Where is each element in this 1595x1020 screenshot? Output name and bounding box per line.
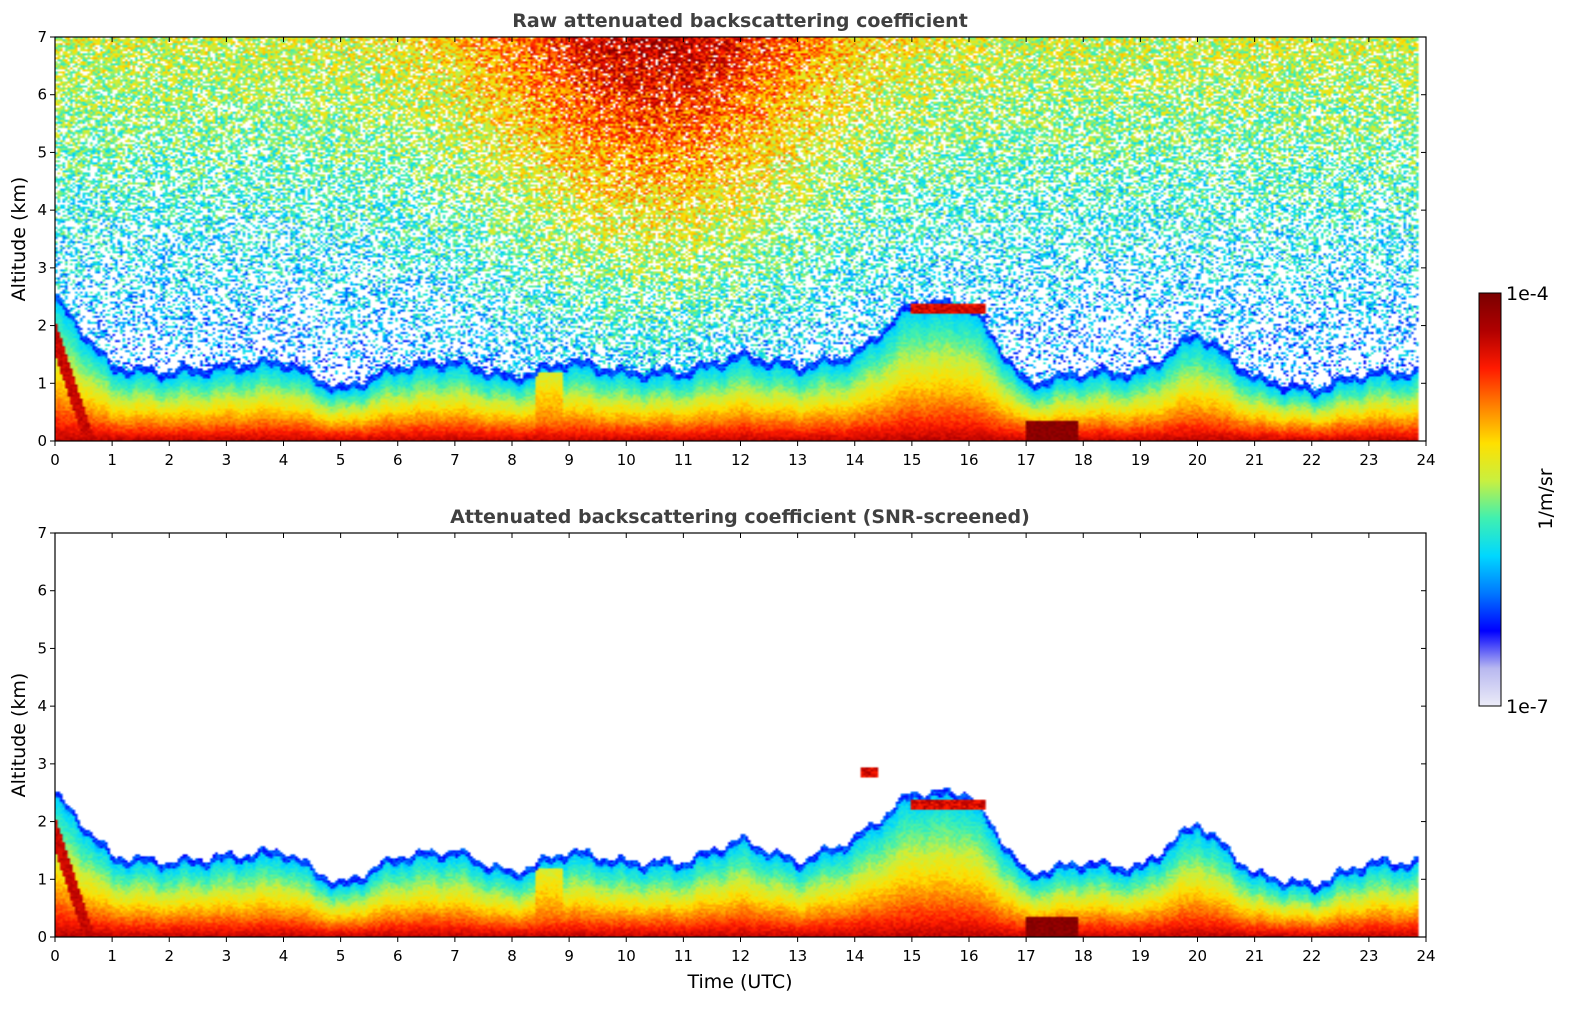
x-tick-label: 3 bbox=[222, 947, 232, 965]
x-tick-label: 4 bbox=[279, 451, 289, 469]
x-tick-label: 22 bbox=[1302, 451, 1321, 469]
x-tick-label: 6 bbox=[393, 451, 403, 469]
x-axis-raw: 0 1 2 3 4 5 6 7 8 9 10 11 12 13 14 15 16 17 18 19 20 21 22 23 24 bbox=[50, 37, 1436, 469]
y-axis-raw: 0 1 2 3 4 5 6 7 bbox=[37, 28, 1426, 450]
x-tick-label: 10 bbox=[617, 451, 636, 469]
colorbar-unit-label: 1/m/sr bbox=[1535, 468, 1557, 529]
x-tick-label: 6 bbox=[393, 947, 403, 965]
x-tick-label: 11 bbox=[674, 947, 693, 965]
backscatter-heatmap-raw bbox=[55, 37, 1426, 441]
x-tick-label: 3 bbox=[222, 451, 232, 469]
x-tick-label: 11 bbox=[674, 451, 693, 469]
x-tick-label: 24 bbox=[1416, 947, 1435, 965]
y-axis-screened: 0 1 2 3 4 5 6 7 bbox=[37, 524, 1426, 946]
x-tick-label: 8 bbox=[507, 451, 517, 469]
x-tick-label: 23 bbox=[1359, 451, 1378, 469]
x-tick-label: 15 bbox=[902, 947, 921, 965]
x-tick-label: 0 bbox=[50, 947, 60, 965]
x-axis-screened: 0 1 2 3 4 5 6 7 8 9 10 11 12 13 14 15 16 17 18 19 20 21 22 23 24 bbox=[50, 533, 1436, 965]
panel-title-raw: Raw attenuated backscattering coefficien… bbox=[512, 10, 968, 32]
y-tick-label: 5 bbox=[37, 639, 47, 657]
y-axis-label-raw: Altitude (km) bbox=[8, 177, 30, 302]
x-tick-label: 18 bbox=[1074, 947, 1093, 965]
panel-title-screened: Attenuated backscattering coefficient (S… bbox=[450, 506, 1030, 528]
y-tick-label: 0 bbox=[37, 928, 47, 946]
panel-raw: Raw attenuated backscattering coefficien… bbox=[8, 10, 1436, 469]
x-axis-label: Time (UTC) bbox=[686, 971, 792, 993]
x-tick-label: 8 bbox=[507, 947, 517, 965]
y-tick-label: 6 bbox=[37, 582, 47, 600]
y-tick-label: 4 bbox=[37, 201, 47, 219]
panel-screened: Attenuated backscattering coefficient (S… bbox=[8, 506, 1436, 993]
colorbar-scale bbox=[1478, 292, 1502, 707]
x-tick-label: 17 bbox=[1017, 451, 1036, 469]
y-tick-label: 1 bbox=[37, 870, 47, 888]
x-tick-label: 13 bbox=[788, 451, 807, 469]
x-tick-label: 1 bbox=[107, 947, 117, 965]
y-tick-label: 7 bbox=[37, 524, 47, 542]
x-tick-label: 21 bbox=[1245, 947, 1264, 965]
x-tick-label: 18 bbox=[1074, 451, 1093, 469]
x-tick-label: 2 bbox=[164, 947, 174, 965]
x-tick-label: 9 bbox=[564, 947, 574, 965]
x-tick-label: 14 bbox=[845, 451, 864, 469]
x-tick-label: 14 bbox=[845, 947, 864, 965]
x-tick-label: 10 bbox=[617, 947, 636, 965]
y-tick-label: 1 bbox=[37, 374, 47, 392]
y-tick-label: 7 bbox=[37, 28, 47, 46]
y-tick-label: 3 bbox=[37, 259, 47, 277]
y-tick-label: 5 bbox=[37, 143, 47, 161]
x-tick-label: 16 bbox=[959, 451, 978, 469]
y-tick-label: 4 bbox=[37, 697, 47, 715]
x-tick-label: 12 bbox=[731, 947, 750, 965]
x-tick-label: 5 bbox=[336, 947, 346, 965]
x-tick-label: 24 bbox=[1416, 451, 1435, 469]
x-tick-label: 12 bbox=[731, 451, 750, 469]
x-tick-label: 19 bbox=[1131, 947, 1150, 965]
x-tick-label: 13 bbox=[788, 947, 807, 965]
x-tick-label: 7 bbox=[450, 947, 460, 965]
colorbar: 1e-4 1e-7 1/m/sr bbox=[1478, 283, 1557, 718]
x-tick-label: 17 bbox=[1017, 947, 1036, 965]
y-tick-label: 0 bbox=[37, 432, 47, 450]
x-tick-label: 4 bbox=[279, 947, 289, 965]
x-tick-label: 19 bbox=[1131, 451, 1150, 469]
x-tick-label: 22 bbox=[1302, 947, 1321, 965]
y-tick-label: 3 bbox=[37, 755, 47, 773]
x-tick-label: 21 bbox=[1245, 451, 1264, 469]
y-tick-label: 2 bbox=[37, 317, 47, 335]
colorbar-max-label: 1e-4 bbox=[1506, 283, 1549, 305]
x-tick-label: 20 bbox=[1188, 947, 1207, 965]
x-tick-label: 9 bbox=[564, 451, 574, 469]
y-tick-label: 6 bbox=[37, 86, 47, 104]
x-tick-label: 2 bbox=[164, 451, 174, 469]
colorbar-min-label: 1e-7 bbox=[1506, 696, 1549, 718]
x-tick-label: 5 bbox=[336, 451, 346, 469]
backscatter-heatmap-screened bbox=[55, 533, 1426, 937]
x-tick-label: 16 bbox=[959, 947, 978, 965]
x-tick-label: 20 bbox=[1188, 451, 1207, 469]
x-tick-label: 7 bbox=[450, 451, 460, 469]
x-tick-label: 0 bbox=[50, 451, 60, 469]
y-tick-label: 2 bbox=[37, 813, 47, 831]
x-tick-label: 1 bbox=[107, 451, 117, 469]
y-axis-label-screened: Altitude (km) bbox=[8, 673, 30, 798]
x-tick-label: 23 bbox=[1359, 947, 1378, 965]
x-tick-label: 15 bbox=[902, 451, 921, 469]
